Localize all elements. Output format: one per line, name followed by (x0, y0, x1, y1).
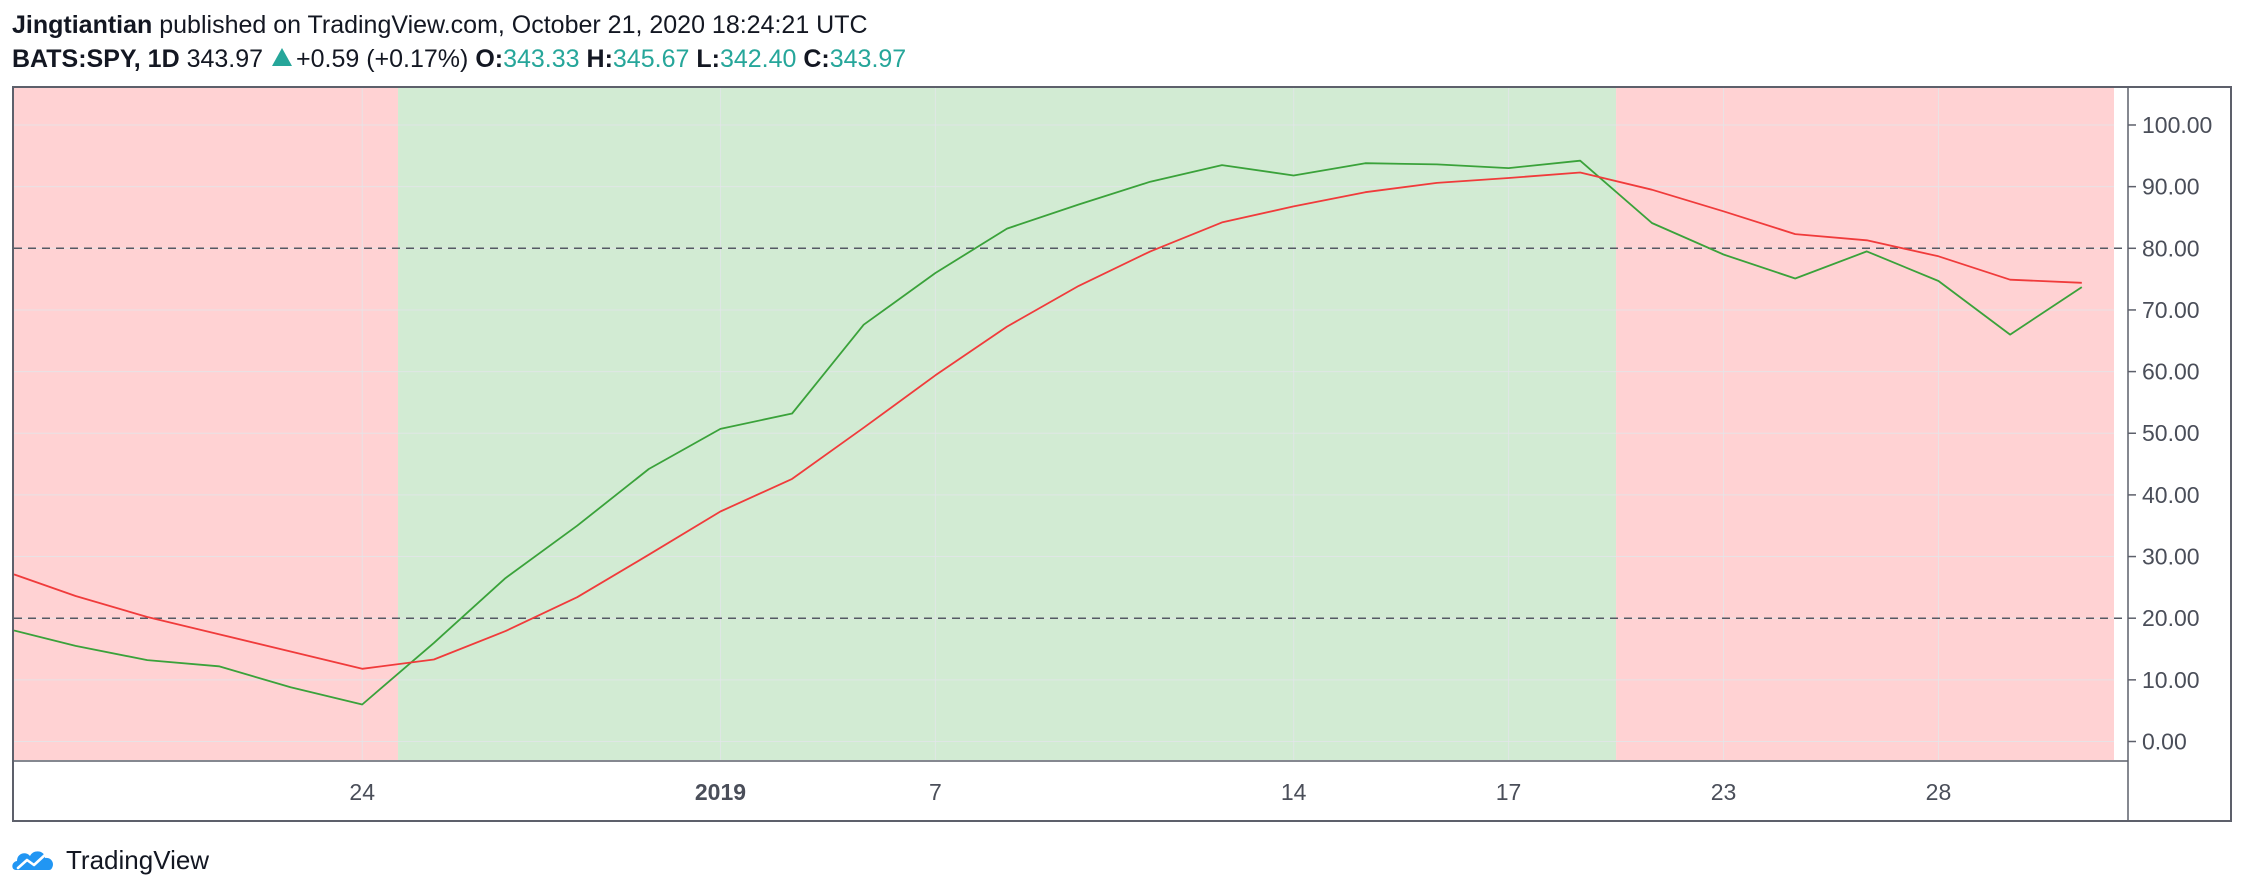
low-value: 342.40 (719, 45, 797, 73)
y-tick-label: 20.00 (2142, 605, 2200, 631)
close-value: 343.97 (829, 45, 907, 73)
y-tick-label: 70.00 (2142, 297, 2200, 323)
x-tick-label: 23 (1711, 779, 1737, 805)
zone-red-0 (14, 88, 399, 760)
reference-lines (14, 247, 2128, 619)
y-tick-label: 0.00 (2142, 729, 2187, 755)
high-value: 345.67 (612, 45, 690, 73)
tradingview-brand[interactable]: TradingView (66, 844, 210, 875)
footer: TradingView (10, 840, 209, 880)
y-tick-label: 80.00 (2142, 235, 2200, 261)
open-label: O: (475, 45, 504, 73)
y-tick-label: 30.00 (2142, 544, 2200, 570)
series-line-green (14, 159, 2083, 706)
x-tick-label: 17 (1496, 779, 1522, 805)
series-lines (14, 159, 2083, 706)
x-tick-label: 14 (1281, 779, 1307, 805)
stochastic-chart[interactable]: 0.00 10.00 20.00 30.00 40.00 50.00 60.00 70.00 8… (14, 88, 2230, 820)
open-value: 343.33 (503, 45, 580, 73)
y-tick-label: 10.00 (2142, 667, 2200, 693)
up-arrow-icon (272, 48, 293, 66)
close-label: C: (803, 45, 830, 73)
symbol-label[interactable]: BATS:SPY, 1D (12, 45, 180, 73)
publish-info: published on TradingView.com, October 21… (159, 11, 868, 39)
zone-green-1 (398, 88, 1617, 760)
y-tick-label: 90.00 (2142, 174, 2200, 200)
x-tick-label: 28 (1926, 779, 1952, 805)
author-name[interactable]: Jingtiantian (12, 11, 153, 39)
x-tick-label: 24 (349, 779, 375, 805)
tradingview-logo-icon[interactable] (10, 844, 58, 876)
series-line-red (14, 171, 2082, 670)
low-label: L: (696, 45, 720, 73)
price-change: +0.59 (+0.17%) (296, 45, 469, 73)
last-price: 343.97 (186, 45, 264, 73)
y-tick-label: 60.00 (2142, 359, 2200, 385)
publish-header: Jingtiantian published on TradingView.co… (12, 8, 868, 42)
y-tick-label: 40.00 (2142, 482, 2200, 508)
y-tick-label: 50.00 (2142, 420, 2200, 446)
x-tick-label: 7 (929, 779, 942, 805)
y-axis-labels: 0.00 10.00 20.00 30.00 40.00 50.00 60.00 70.00 8… (2128, 112, 2212, 755)
x-axis-labels: 24 2019 7 14 17 23 28 (349, 779, 1951, 805)
symbol-legend: BATS:SPY, 1D 343.97 +0.59 (+0.17%) O:343… (12, 42, 906, 76)
x-tick-label: 2019 (695, 779, 746, 805)
grid-lines (14, 88, 2114, 760)
zone-backgrounds (14, 88, 2114, 760)
zone-red-2 (1616, 88, 2114, 760)
high-label: H: (586, 45, 613, 73)
y-tick-label: 100.00 (2142, 112, 2212, 138)
axes (14, 88, 2129, 820)
chart-frame[interactable]: 0.00 10.00 20.00 30.00 40.00 50.00 60.00 70.00 8… (12, 86, 2232, 822)
